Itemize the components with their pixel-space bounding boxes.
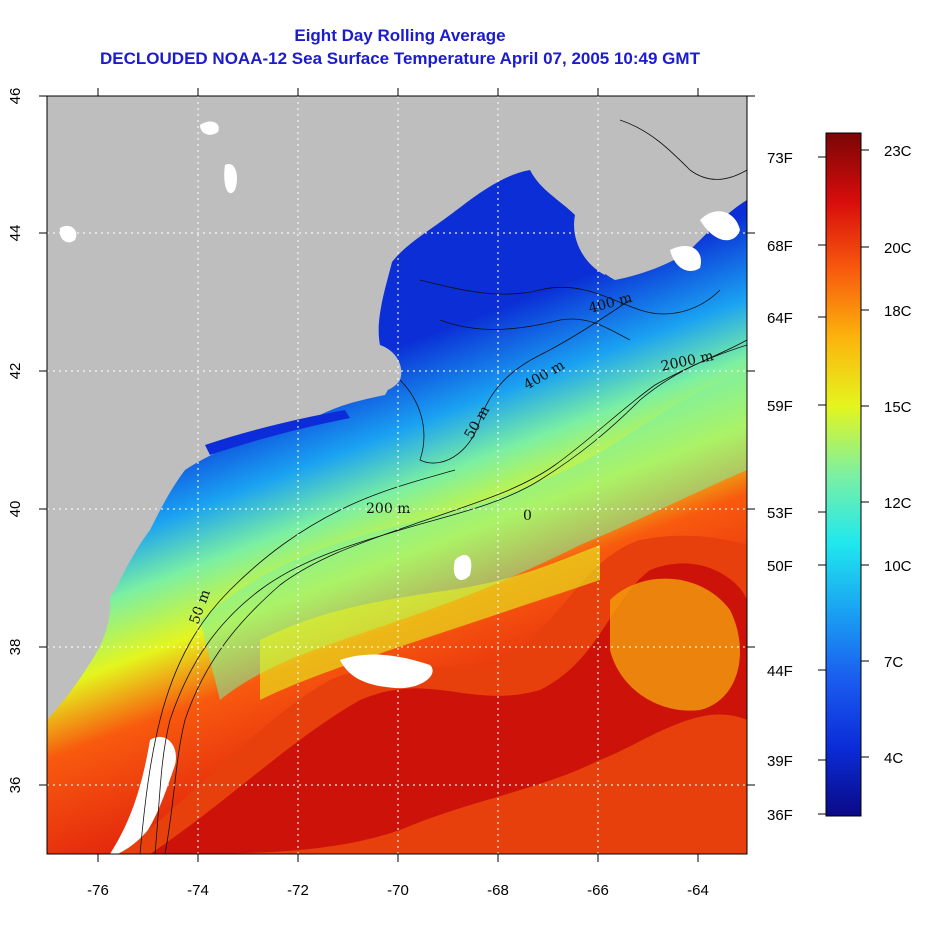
cloud-patches: [59, 121, 740, 854]
y-axis: 36 38 40 42 44 46: [7, 88, 755, 794]
y-tick-label: 42: [7, 363, 24, 380]
y-tick-label: 46: [7, 88, 24, 105]
colorbar: 73F 68F 64F 59F 53F 50F 44F 39F 36F 23C …: [767, 132, 912, 824]
colorbar-c-label: 15C: [884, 399, 912, 416]
cape-cod: [372, 345, 402, 395]
y-tick-label: 40: [7, 501, 24, 518]
colorbar-c-label: 20C: [884, 240, 912, 257]
y-tick-label: 36: [7, 777, 24, 794]
warm-eddy: [610, 578, 740, 711]
x-tick-label: -74: [187, 882, 209, 899]
colorbar-f-label: 68F: [767, 238, 793, 255]
gulf-stream-core: [150, 563, 747, 854]
colorbar-f-label: 36F: [767, 807, 793, 824]
map-frame: [46, 95, 748, 855]
contour-label: 0: [523, 508, 532, 524]
land-mass: [47, 96, 747, 710]
colorbar-scale: [825, 132, 862, 817]
colorbar-f-label: 50F: [767, 558, 793, 575]
contour-label: 200 m: [366, 501, 410, 517]
depth-contours: [139, 119, 747, 854]
colorbar-c-label: 23C: [884, 143, 912, 160]
x-tick-label: -68: [487, 882, 509, 899]
colorbar-f-label: 64F: [767, 310, 793, 327]
colorbar-c-label: 10C: [884, 558, 912, 575]
x-axis: -76 -74 -72 -70 -68 -66 -64: [87, 88, 709, 899]
map-title: Eight Day Rolling Average DECLOUDED NOAA…: [0, 24, 800, 70]
x-tick-label: -72: [287, 882, 309, 899]
title-line-2: DECLOUDED NOAA-12 Sea Surface Temperatur…: [100, 49, 700, 68]
y-tick-label: 38: [7, 639, 24, 656]
graticule: [47, 96, 747, 854]
x-tick-label: -64: [687, 882, 709, 899]
colorbar-f-label: 44F: [767, 663, 793, 680]
y-tick-label: 44: [7, 225, 24, 242]
nova-scotia: [580, 150, 747, 280]
colorbar-c-label: 7C: [884, 654, 903, 671]
colorbar-f-label: 73F: [767, 150, 793, 167]
colorbar-c-label: 12C: [884, 495, 912, 512]
delmarva: [47, 580, 111, 720]
x-tick-label: -70: [387, 882, 409, 899]
x-tick-label: -76: [87, 882, 109, 899]
long-island: [205, 410, 350, 455]
colorbar-f-label: 59F: [767, 398, 793, 415]
map-panel: 400 m 2000 m 400 m 50 m 200 m 0 50 m: [47, 96, 747, 854]
x-tick-label: -66: [587, 882, 609, 899]
colorbar-f-label: 53F: [767, 505, 793, 522]
title-line-1: Eight Day Rolling Average: [294, 26, 506, 45]
colorbar-f-label: 39F: [767, 753, 793, 770]
colorbar-c-label: 4C: [884, 750, 903, 767]
colorbar-c-label: 18C: [884, 303, 912, 320]
